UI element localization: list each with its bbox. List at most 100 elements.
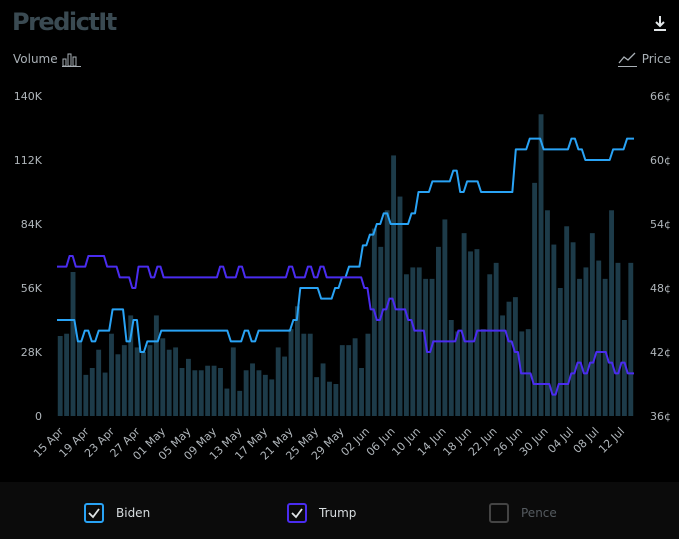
left-tick-label: 0	[35, 410, 42, 423]
volume-bar	[327, 381, 332, 416]
volume-bar	[480, 329, 486, 416]
volume-bar	[628, 262, 634, 416]
volume-bar	[391, 155, 397, 416]
volume-bar	[243, 370, 249, 416]
volume-bar	[506, 301, 512, 416]
trump-price-line	[57, 255, 634, 396]
volume-bar	[314, 377, 320, 416]
volume-bar	[339, 345, 345, 416]
volume-bar	[70, 272, 76, 416]
volume-bar	[262, 374, 268, 416]
volume-bar	[141, 352, 146, 416]
download-icon[interactable]	[651, 14, 669, 34]
volume-bar	[583, 267, 589, 416]
volume-bar	[237, 390, 243, 416]
x-tick-label: 30 Jun	[517, 425, 551, 459]
volume-axis-header: Volume	[13, 51, 82, 67]
volume-bar	[442, 219, 448, 416]
volume-bar	[198, 370, 204, 416]
legend-biden[interactable]: Biden	[84, 503, 150, 523]
volume-bar	[250, 363, 255, 416]
left-tick-label: 84K	[21, 218, 43, 231]
volume-bar	[102, 372, 108, 416]
legend-bar	[0, 482, 679, 539]
volume-bar	[384, 210, 390, 416]
volume-bar	[512, 297, 518, 416]
right-tick-label: 60¢	[650, 154, 671, 167]
volume-bar	[577, 278, 582, 416]
volume-bars	[57, 114, 634, 416]
volume-bar	[500, 315, 506, 416]
volume-bar	[320, 363, 326, 416]
volume-bar	[551, 244, 557, 416]
volume-bar	[147, 345, 153, 416]
volume-bar	[602, 278, 608, 416]
check-icon	[291, 508, 303, 519]
volume-bar	[294, 306, 300, 416]
volume-bar	[64, 333, 70, 416]
volume-bar	[564, 226, 570, 416]
left-tick-label: 28K	[21, 346, 43, 359]
volume-bar	[128, 315, 134, 416]
volume-bar	[173, 347, 179, 416]
volume-bar	[83, 374, 89, 416]
predictit-logo: PredictIt	[12, 8, 117, 36]
volume-bar	[218, 368, 223, 416]
volume-bar	[346, 345, 352, 416]
volume-bar	[589, 233, 595, 416]
price-volume-chart: 0 28K 56K 84K 112K 140K 36¢ 42¢ 48¢ 54¢ 60¢ 66¢ 15…	[14, 90, 671, 463]
price-axis-header: Price	[617, 51, 671, 67]
biden-checkbox[interactable]	[84, 503, 104, 523]
volume-bar	[570, 242, 576, 416]
pence-checkbox[interactable]	[489, 503, 509, 523]
left-tick-label: 112K	[14, 154, 43, 167]
legend-label-trump: Trump	[319, 506, 357, 520]
volume-bar	[301, 333, 307, 416]
trump-checkbox[interactable]	[287, 503, 307, 523]
right-tick-label: 48¢	[650, 282, 671, 295]
volume-bar	[134, 347, 140, 416]
volume-bar	[57, 336, 63, 416]
volume-bar	[352, 338, 358, 416]
volume-bar	[448, 320, 454, 416]
volume-bar	[282, 356, 288, 416]
volume-bar	[359, 368, 364, 416]
legend-pence[interactable]: Pence	[489, 503, 557, 523]
volume-label: Volume	[13, 52, 58, 66]
volume-bar	[307, 333, 313, 416]
volume-bar	[615, 262, 621, 416]
check-icon	[88, 508, 100, 519]
volume-bar	[416, 267, 422, 416]
volume-bar	[256, 370, 262, 416]
x-tick-label: 08 Jul	[571, 425, 602, 456]
price-label: Price	[641, 52, 671, 66]
volume-bar	[545, 210, 550, 416]
legend-trump[interactable]: Trump	[287, 503, 356, 523]
x-tick-label: 12 Jul	[596, 425, 627, 456]
volume-bar	[365, 333, 371, 416]
volume-bar	[538, 114, 544, 416]
left-tick-label: 140K	[14, 90, 43, 103]
volume-bar	[269, 379, 275, 416]
volume-bar	[461, 233, 467, 416]
volume-bar	[403, 274, 409, 416]
volume-bar	[609, 210, 614, 416]
right-tick-label: 36¢	[650, 410, 671, 423]
right-tick-label: 54¢	[650, 218, 671, 231]
volume-bar	[487, 274, 493, 416]
right-axis-ticks: 36¢ 42¢ 48¢ 54¢ 60¢ 66¢	[650, 90, 671, 423]
volume-bar	[205, 365, 211, 416]
volume-bar	[532, 182, 538, 416]
x-tick-label: 04 Jul	[545, 425, 576, 456]
volume-bar	[115, 354, 121, 416]
legend-label-pence: Pence	[521, 506, 557, 520]
volume-bar	[121, 345, 127, 416]
volume-bar	[224, 388, 230, 416]
volume-bar	[333, 384, 339, 416]
right-tick-label: 66¢	[650, 90, 671, 103]
line-chart-icon	[617, 52, 637, 67]
volume-bar	[185, 358, 191, 416]
volume-bar	[160, 338, 166, 416]
price-lines	[57, 137, 634, 396]
